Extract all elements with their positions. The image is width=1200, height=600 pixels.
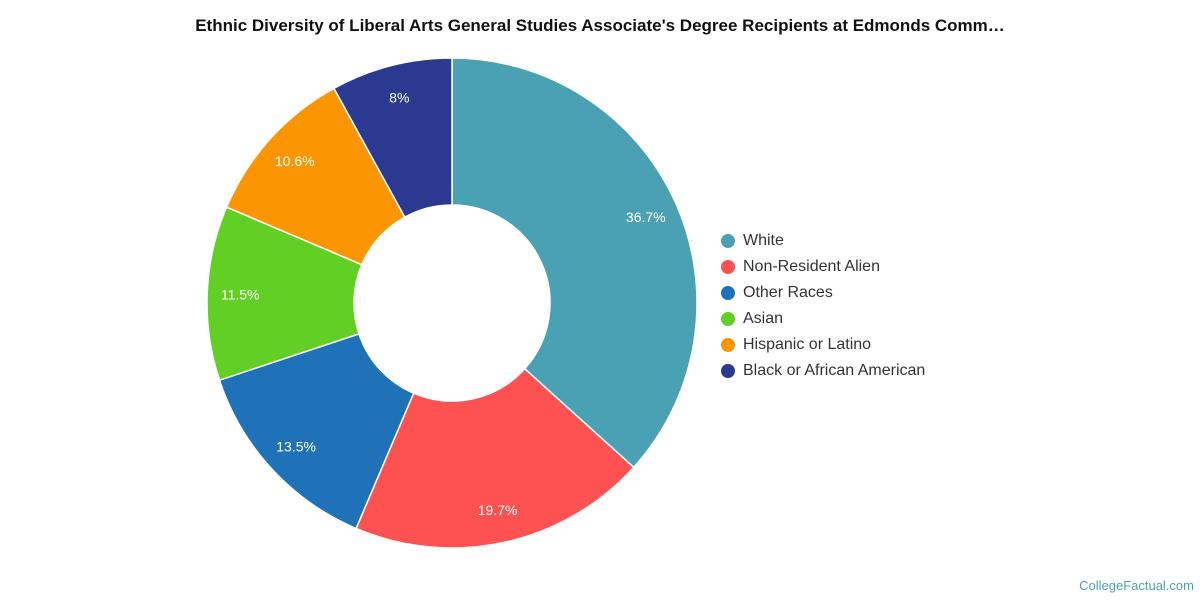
slice-label-black-or-african-american: 8% xyxy=(389,90,409,106)
legend-label: Hispanic or Latino xyxy=(743,336,872,353)
slice-label-non-resident-alien: 19.7% xyxy=(478,502,518,518)
legend-item-asian[interactable]: Asian xyxy=(721,306,925,332)
slice-non-resident-alien[interactable] xyxy=(355,367,635,549)
slice-white[interactable] xyxy=(451,57,698,469)
legend-label: Non-Resident Alien xyxy=(743,258,880,275)
slice-hispanic-or-latino[interactable] xyxy=(225,87,406,266)
slice-black-or-african-american[interactable] xyxy=(332,57,453,219)
donut-slices xyxy=(206,57,698,549)
legend-swatch-icon xyxy=(721,234,735,248)
slice-label-other-races: 13.5% xyxy=(276,439,316,455)
chart-legend: White Non-Resident Alien Other Races Asian H… xyxy=(721,228,925,384)
legend-item-non-resident-alien[interactable]: Non-Resident Alien xyxy=(721,254,925,280)
legend-item-other-races[interactable]: Other Races xyxy=(721,280,925,306)
legend-item-black-or-african-american[interactable]: Black or African American xyxy=(721,358,925,384)
legend-item-hispanic-or-latino[interactable]: Hispanic or Latino xyxy=(721,332,925,358)
legend-swatch-icon xyxy=(721,338,735,352)
chart-title: Ethnic Diversity of Liberal Arts General… xyxy=(195,16,1005,35)
slice-label-asian: 11.5% xyxy=(221,286,260,302)
legend-swatch-icon xyxy=(721,364,735,378)
legend-label: Asian xyxy=(743,310,784,327)
legend-swatch-icon xyxy=(721,312,735,326)
legend-label: Black or African American xyxy=(743,362,926,379)
watermark[interactable]: CollegeFactual.com xyxy=(1079,578,1194,593)
donut-slice-labels: 36.7% 19.7% 13.5% 11.5% 10.6% 8% xyxy=(221,90,666,518)
slice-label-white: 36.7% xyxy=(626,209,666,225)
legend-item-white[interactable]: White xyxy=(721,228,925,254)
legend-swatch-icon xyxy=(721,260,735,274)
slice-asian[interactable] xyxy=(206,206,363,382)
slice-label-hispanic-or-latino: 10.6% xyxy=(275,153,315,169)
legend-label: Other Races xyxy=(743,284,833,301)
slice-other-races[interactable] xyxy=(218,332,415,530)
legend-swatch-icon xyxy=(721,286,735,300)
legend-label: White xyxy=(743,232,784,249)
